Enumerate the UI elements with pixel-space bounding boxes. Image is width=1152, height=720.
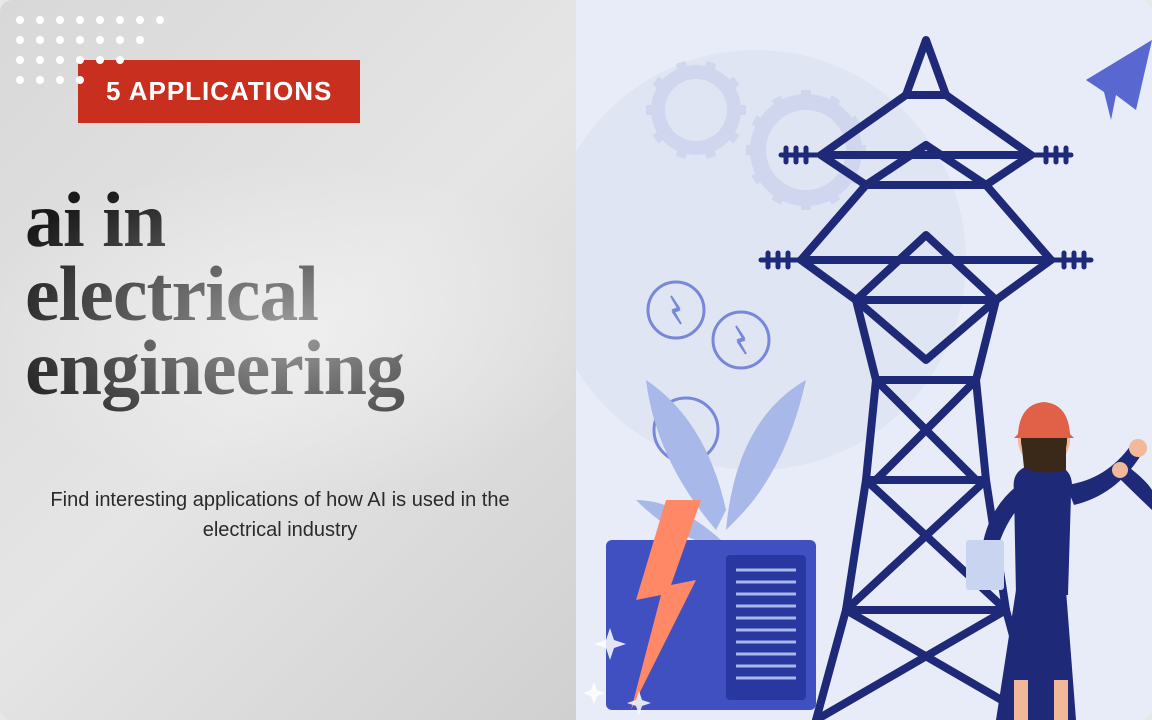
headline-line3: engineering (25, 324, 404, 411)
main-headline: ai in electrical engineering (25, 183, 536, 405)
subtitle-text: Find interesting applications of how AI … (50, 485, 510, 545)
left-text-panel: 5 APPLICATIONS ai in electrical engineer… (0, 0, 576, 720)
electrical-illustration (576, 0, 1152, 720)
right-illustration-panel (576, 0, 1152, 720)
infographic-container: 5 APPLICATIONS ai in electrical engineer… (0, 0, 1152, 720)
dot-pattern-decoration (10, 10, 190, 100)
